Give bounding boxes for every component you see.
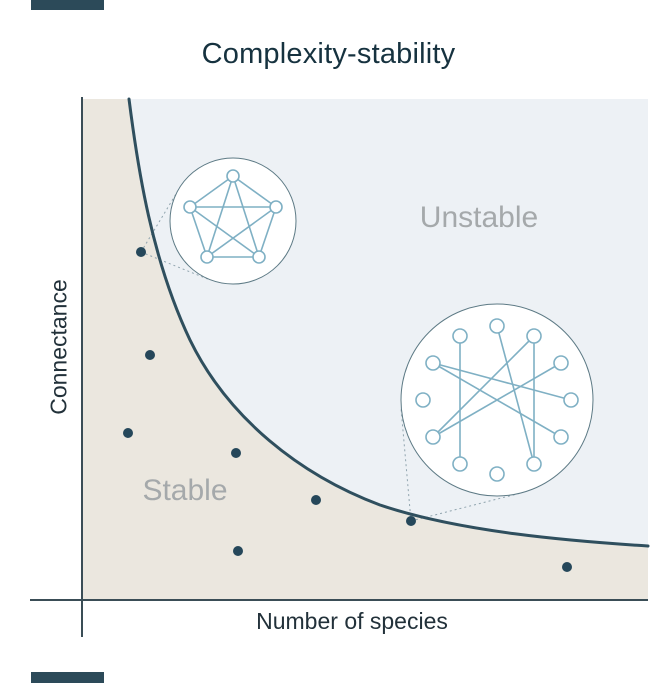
large-sparse-network-node	[425, 429, 441, 445]
top-left-accent-bar	[31, 0, 104, 10]
y-axis-label: Connectance	[45, 279, 72, 415]
small-dense-network-outline	[169, 157, 297, 285]
bottom-left-accent-bar	[31, 672, 104, 683]
data-point	[123, 428, 133, 438]
large-sparse-network-node	[415, 392, 431, 408]
inset-connector-line	[400, 407, 412, 522]
small-dense-network-node	[183, 200, 197, 214]
large-sparse-network-node	[563, 392, 579, 408]
small-dense-network-edge	[206, 175, 234, 258]
small-dense-network-edge	[189, 175, 234, 208]
small-dense-network-node	[226, 169, 240, 183]
small-dense-network-edge	[232, 175, 260, 258]
data-point	[145, 350, 155, 360]
stability-boundary-curve	[127, 97, 650, 548]
chart-title: Complexity-stability	[201, 38, 456, 70]
small-dense-network-edge	[232, 175, 277, 208]
unstable-region-label: Unstable	[419, 201, 539, 234]
data-point	[311, 495, 321, 505]
large-sparse-network-node	[526, 456, 542, 472]
large-sparse-network-node	[452, 328, 468, 344]
small-dense-network-node	[200, 250, 214, 264]
stable-region-label: Stable	[142, 474, 228, 507]
large-sparse-network-node	[452, 456, 468, 472]
small-dense-network-node	[252, 250, 266, 264]
large-sparse-network-edge	[432, 362, 562, 438]
data-point	[136, 247, 146, 257]
large-sparse-network-edge	[432, 362, 572, 401]
x-axis-label: Number of species	[256, 608, 448, 634]
inset-connector-line	[140, 188, 180, 253]
data-point	[562, 562, 572, 572]
large-sparse-network-node	[553, 429, 569, 445]
large-sparse-network-node	[553, 355, 569, 371]
small-dense-network-edge	[189, 206, 260, 258]
data-point	[406, 516, 416, 526]
small-dense-network-edge	[189, 206, 208, 258]
large-sparse-network-edge	[496, 325, 535, 465]
data-point	[233, 546, 243, 556]
large-sparse-network-edge	[432, 335, 535, 438]
inset-connector-line	[410, 492, 522, 522]
large-sparse-network-node	[489, 466, 505, 482]
small-dense-network-edge	[206, 206, 277, 258]
large-sparse-network-node	[489, 318, 505, 334]
stable-region	[82, 99, 648, 600]
small-dense-network-node	[269, 200, 283, 214]
large-sparse-network-node	[425, 355, 441, 371]
data-point	[231, 448, 241, 458]
small-dense-network-edge	[258, 206, 277, 258]
large-sparse-network-node	[526, 328, 542, 344]
